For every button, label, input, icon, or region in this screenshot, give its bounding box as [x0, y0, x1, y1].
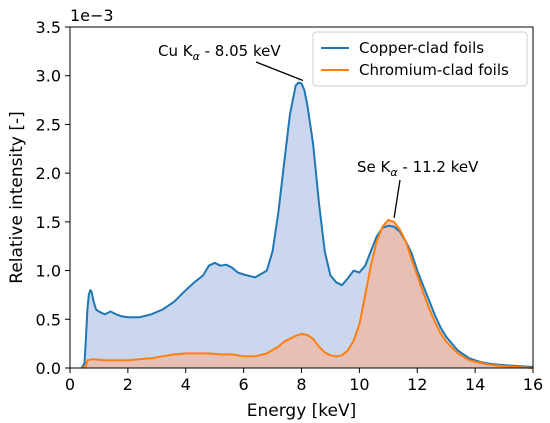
x-axis-label: Energy [keV] [247, 401, 357, 421]
annotations: Cu Kα - 8.05 keV Se Kα - 11.2 keV [158, 42, 479, 219]
y-tick-label: 2.5 [36, 115, 61, 134]
area-chromium-clad-foils [81, 219, 533, 368]
line-copper-clad-foils [80, 81, 534, 369]
x-axis-ticks: 0 2 4 6 8 10 12 14 16 [65, 368, 543, 394]
legend-label: Chromium-clad foils [359, 61, 509, 79]
y-tick-label: 1.5 [36, 213, 61, 232]
line-chromium-clad-foils [81, 218, 534, 369]
legend-label: Copper-clad foils [359, 39, 484, 57]
x-tick-label: 4 [181, 375, 191, 394]
x-tick-label: 6 [239, 375, 249, 394]
x-tick-label: 12 [407, 375, 427, 394]
y-tick-label: 3.5 [36, 18, 61, 37]
y-tick-label: 3.0 [36, 67, 61, 86]
x-tick-label: 8 [296, 375, 306, 394]
y-tick-label: 0.5 [36, 310, 61, 329]
x-tick-label: 2 [123, 375, 133, 394]
annotation-arrow [255, 61, 304, 82]
annotation-label: Se Kα - 11.2 keV [357, 158, 479, 179]
y-tick-label: 2.0 [36, 164, 61, 183]
legend-box [312, 31, 528, 87]
y-axis-label: Relative intensity [-] [7, 111, 27, 283]
series-fills [81, 82, 533, 368]
y-tick-label: 1.0 [36, 262, 61, 281]
area-copper-clad-foils [81, 82, 533, 368]
y-tick-label: 0.0 [36, 359, 61, 378]
x-tick-label: 14 [465, 375, 485, 394]
y-axis-ticks: 0.0 0.5 1.0 1.5 2.0 2.5 3.0 3.5 [36, 18, 70, 378]
x-tick-label: 0 [65, 375, 75, 394]
y-scale-offset: 1e−3 [70, 6, 114, 25]
annotation-arrow [393, 179, 401, 219]
x-tick-label: 16 [523, 375, 543, 394]
legend: Copper-clad foils Chromium-clad foils [312, 31, 528, 87]
annotation-label: Cu Kα - 8.05 keV [158, 42, 281, 63]
x-tick-label: 10 [349, 375, 369, 394]
series-lines [80, 81, 534, 369]
